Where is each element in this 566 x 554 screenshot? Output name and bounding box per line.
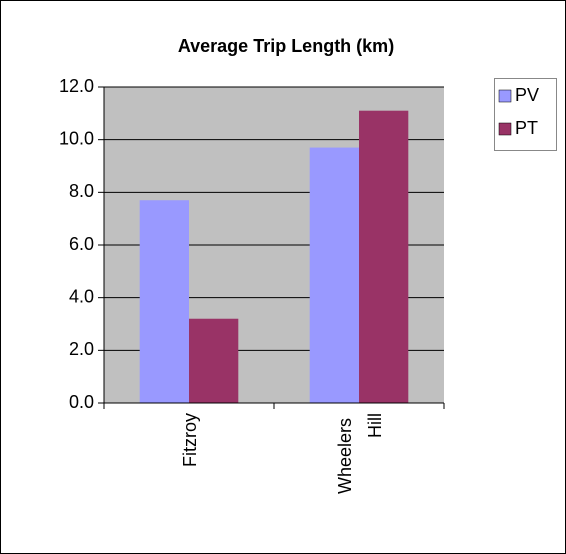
y-tick-label: 0.0 — [69, 392, 94, 412]
legend-label: PV — [515, 85, 539, 105]
bar — [189, 318, 239, 403]
bar — [139, 200, 189, 403]
x-tick-label: Wheelers Hill — [335, 413, 385, 494]
legend-label: PT — [515, 118, 538, 138]
y-tick-label: 4.0 — [69, 286, 94, 306]
y-tick-label: 12.0 — [59, 76, 94, 96]
legend-swatch — [498, 122, 512, 136]
bar — [359, 110, 409, 403]
bar — [309, 147, 359, 403]
chart-title: Average Trip Length (km) — [178, 36, 394, 56]
y-tick-label: 10.0 — [59, 128, 94, 148]
x-tick-label: Fitzroy — [180, 413, 200, 467]
y-tick-label: 6.0 — [69, 234, 94, 254]
legend: PV PT — [494, 78, 557, 151]
legend-swatch — [498, 89, 512, 103]
y-tick-label: 8.0 — [69, 181, 94, 201]
y-tick-label: 2.0 — [69, 339, 94, 359]
